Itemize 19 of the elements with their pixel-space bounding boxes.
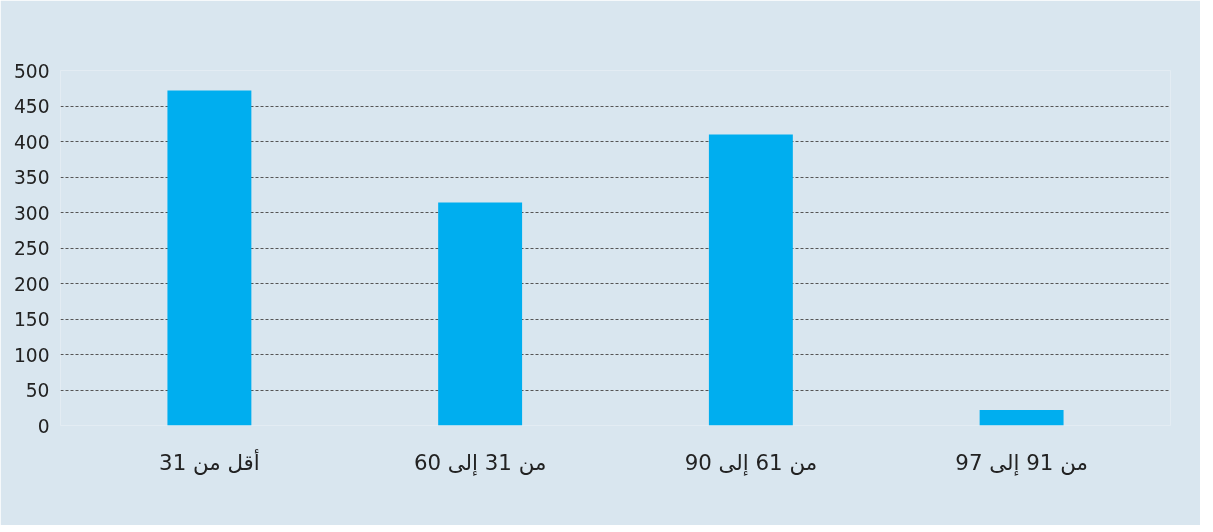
bar — [708, 134, 793, 426]
y-tick-label: 350 — [13, 167, 50, 188]
y-tick-label: 100 — [13, 344, 50, 366]
y-tick-label: 50 — [25, 380, 50, 401]
y-tick-label: 450 — [13, 96, 50, 117]
y-tick-label: 500 — [13, 60, 50, 82]
bar — [438, 202, 523, 426]
x-tick-label: أقل من 31 — [159, 448, 260, 475]
bar — [167, 90, 252, 426]
x-tick-label: من 31 إلى 60 — [413, 449, 547, 476]
y-tick-label: 250 — [13, 238, 50, 259]
x-tick-label: من 61 إلى 90 — [684, 449, 818, 476]
y-tick-label: 300 — [13, 202, 50, 224]
y-tick-label: 150 — [13, 309, 50, 330]
y-tick-label: 400 — [13, 131, 50, 153]
x-tick-label: من 91 إلى 97 — [955, 449, 1088, 476]
bar — [979, 409, 1064, 426]
y-tick-label: 0 — [37, 415, 50, 437]
y-tick-label: 200 — [13, 273, 50, 295]
